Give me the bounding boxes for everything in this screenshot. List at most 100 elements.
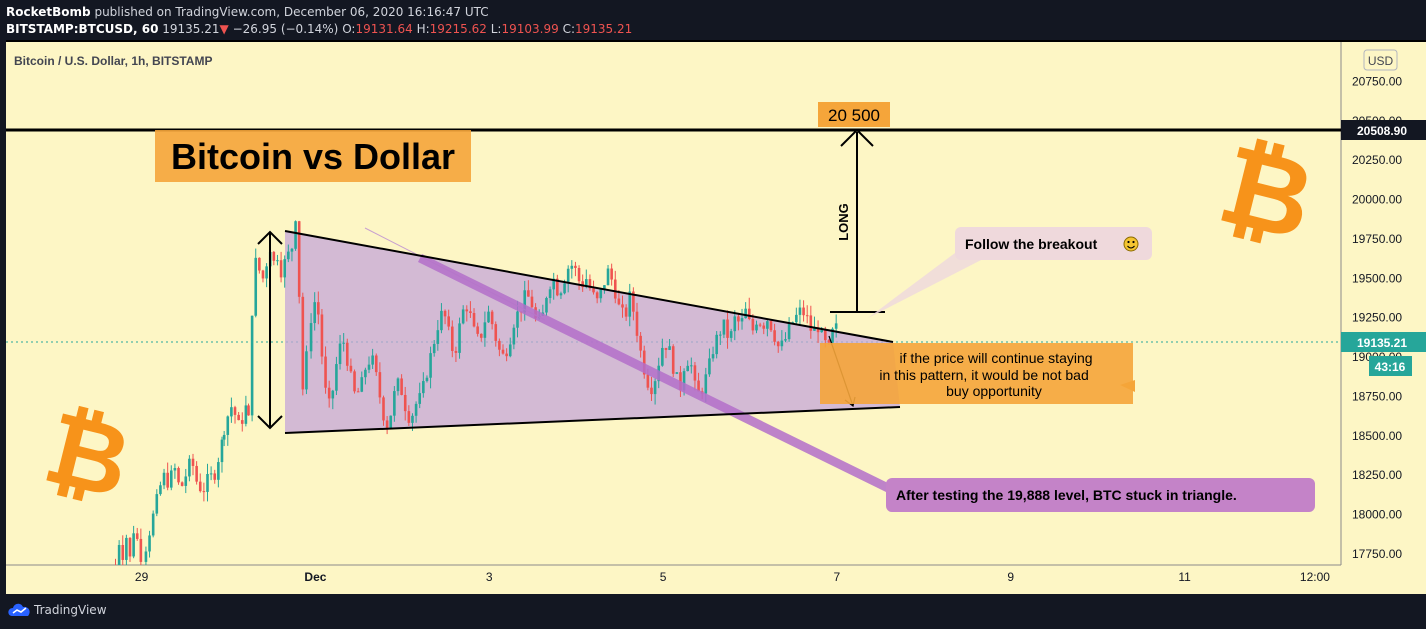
candle-body bbox=[795, 314, 798, 323]
candle-body bbox=[188, 458, 191, 477]
target-label-box[interactable] bbox=[818, 102, 890, 127]
candle-body bbox=[244, 405, 248, 424]
candle-body bbox=[279, 260, 283, 278]
candle-body bbox=[451, 326, 454, 351]
candle-body bbox=[128, 537, 132, 557]
pattern-note-line-3: buy opportunity bbox=[946, 383, 1042, 399]
pattern-note-box[interactable] bbox=[820, 343, 1133, 404]
candle-body bbox=[418, 393, 422, 404]
tradingview-logo-icon[interactable] bbox=[8, 602, 32, 618]
candle-body bbox=[206, 474, 209, 492]
candle-body bbox=[737, 316, 740, 322]
candle-body bbox=[751, 318, 755, 331]
candle-body bbox=[490, 311, 494, 325]
time-axis[interactable] bbox=[6, 565, 1341, 594]
candle-body bbox=[740, 318, 744, 322]
candle-body bbox=[483, 322, 487, 338]
chart-title: Bitcoin / U.S. Dollar, 1h, BITSTAMP bbox=[14, 54, 212, 68]
triangle-note-box[interactable] bbox=[886, 478, 1315, 512]
candle-body bbox=[592, 288, 595, 293]
candle-body bbox=[498, 340, 501, 350]
target-label: 20 500 bbox=[828, 106, 880, 125]
candle-body bbox=[548, 289, 552, 298]
candle-body bbox=[516, 311, 519, 328]
candle-body bbox=[527, 290, 530, 297]
triangle-note-text: After testing the 19,888 level, BTC stuc… bbox=[896, 487, 1237, 503]
candle-body bbox=[447, 316, 450, 327]
candle-body bbox=[250, 315, 254, 416]
candle-body bbox=[642, 350, 646, 375]
candle-body bbox=[237, 414, 240, 421]
candle-body bbox=[747, 308, 751, 319]
candle-body bbox=[144, 551, 148, 562]
candle-body bbox=[798, 307, 802, 315]
height-arrow-top bbox=[257, 230, 283, 245]
candle-body bbox=[191, 458, 195, 466]
candle-body bbox=[287, 251, 290, 260]
symbol-label[interactable]: BITSTAMP:BTCUSD, 60 bbox=[6, 22, 159, 36]
triangle-lower-line bbox=[284, 406, 901, 434]
candle-body bbox=[177, 468, 180, 483]
y-tick-label: 19500.00 bbox=[1352, 271, 1402, 285]
candle-body bbox=[566, 268, 570, 284]
open-label: O: bbox=[342, 22, 356, 36]
candle-body bbox=[708, 358, 711, 375]
title-text: Bitcoin vs Dollar bbox=[171, 136, 455, 177]
candle-body bbox=[769, 321, 773, 331]
triangle-upper-line bbox=[284, 230, 894, 343]
candle-body bbox=[327, 387, 331, 399]
x-tick-label: 7 bbox=[834, 570, 841, 584]
candle-body bbox=[697, 380, 700, 392]
candle-body bbox=[283, 259, 287, 278]
candle-body bbox=[610, 268, 613, 280]
title-box[interactable] bbox=[155, 130, 471, 182]
breakout-note-box[interactable] bbox=[955, 227, 1152, 260]
candle-body bbox=[501, 349, 505, 354]
candle-body bbox=[135, 533, 139, 539]
candle-body bbox=[472, 312, 476, 327]
candle-body bbox=[220, 439, 224, 463]
high-label: H: bbox=[416, 22, 430, 36]
candle-body bbox=[744, 308, 747, 319]
candle-body bbox=[617, 298, 621, 305]
candle-body bbox=[148, 535, 151, 552]
candle-body bbox=[574, 265, 577, 268]
candle-body bbox=[661, 347, 664, 366]
y-tick-label: 19250.00 bbox=[1352, 311, 1402, 325]
candle-body bbox=[411, 415, 414, 423]
publisher-name[interactable]: RocketBomb bbox=[6, 5, 91, 19]
candle-body bbox=[508, 344, 512, 357]
candle-body bbox=[240, 420, 244, 424]
candle-body bbox=[436, 330, 440, 344]
currency-button[interactable] bbox=[1363, 49, 1398, 71]
high-value: 19215.62 bbox=[429, 22, 487, 36]
candle-body bbox=[824, 329, 827, 341]
candle-body bbox=[755, 324, 758, 331]
y-tick-label: 20250.00 bbox=[1352, 153, 1402, 167]
candle-body bbox=[820, 329, 823, 333]
candle-body bbox=[664, 347, 668, 350]
candle-body bbox=[758, 324, 762, 326]
candle-body bbox=[469, 311, 472, 313]
candle-body bbox=[356, 391, 360, 393]
candle-body bbox=[202, 491, 206, 493]
current-price-badge bbox=[1341, 332, 1426, 352]
candle-body bbox=[317, 302, 320, 315]
candle-body bbox=[290, 248, 294, 252]
candle-body bbox=[726, 319, 729, 338]
candle-body bbox=[588, 279, 592, 289]
candle-body bbox=[552, 278, 556, 290]
tradingview-brand[interactable]: TradingView bbox=[34, 603, 107, 617]
candle-body bbox=[523, 290, 527, 313]
candle-body bbox=[577, 267, 581, 282]
ohlc-line: BITSTAMP:BTCUSD, 60 19135.21▼ −26.95 (−0… bbox=[6, 22, 632, 36]
candle-body bbox=[827, 340, 831, 343]
candle-body bbox=[635, 311, 639, 336]
candle-body bbox=[320, 314, 324, 357]
candle-body bbox=[313, 302, 316, 324]
candle-body bbox=[773, 330, 776, 342]
candle-body bbox=[639, 335, 642, 351]
candle-body bbox=[407, 411, 411, 423]
level-price-badge bbox=[1341, 120, 1426, 140]
